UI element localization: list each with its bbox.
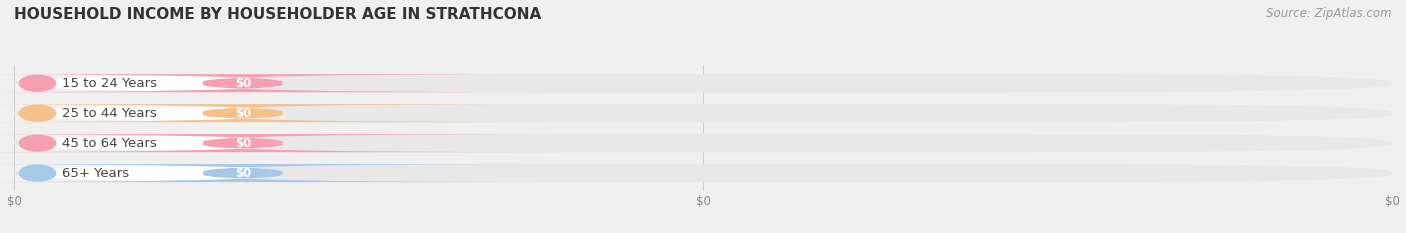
- FancyBboxPatch shape: [0, 74, 374, 92]
- FancyBboxPatch shape: [0, 164, 557, 182]
- Text: $0: $0: [235, 167, 250, 180]
- FancyBboxPatch shape: [14, 104, 1392, 123]
- Ellipse shape: [20, 165, 56, 181]
- Text: 15 to 24 Years: 15 to 24 Years: [62, 77, 157, 90]
- Text: $0: $0: [235, 77, 250, 90]
- Ellipse shape: [20, 105, 56, 121]
- Text: 65+ Years: 65+ Years: [62, 167, 129, 180]
- Text: $0: $0: [235, 137, 250, 150]
- Text: HOUSEHOLD INCOME BY HOUSEHOLDER AGE IN STRATHCONA: HOUSEHOLD INCOME BY HOUSEHOLDER AGE IN S…: [14, 7, 541, 22]
- Text: 25 to 44 Years: 25 to 44 Years: [62, 107, 157, 120]
- FancyBboxPatch shape: [0, 164, 374, 182]
- FancyBboxPatch shape: [0, 74, 557, 92]
- Ellipse shape: [20, 135, 56, 151]
- FancyBboxPatch shape: [14, 164, 1392, 182]
- Text: 45 to 64 Years: 45 to 64 Years: [62, 137, 157, 150]
- FancyBboxPatch shape: [14, 134, 1392, 152]
- FancyBboxPatch shape: [0, 134, 374, 152]
- FancyBboxPatch shape: [0, 104, 374, 122]
- FancyBboxPatch shape: [0, 104, 557, 122]
- Ellipse shape: [20, 75, 56, 91]
- Text: $0: $0: [235, 107, 250, 120]
- FancyBboxPatch shape: [0, 134, 557, 152]
- FancyBboxPatch shape: [14, 74, 1392, 93]
- Text: Source: ZipAtlas.com: Source: ZipAtlas.com: [1267, 7, 1392, 20]
